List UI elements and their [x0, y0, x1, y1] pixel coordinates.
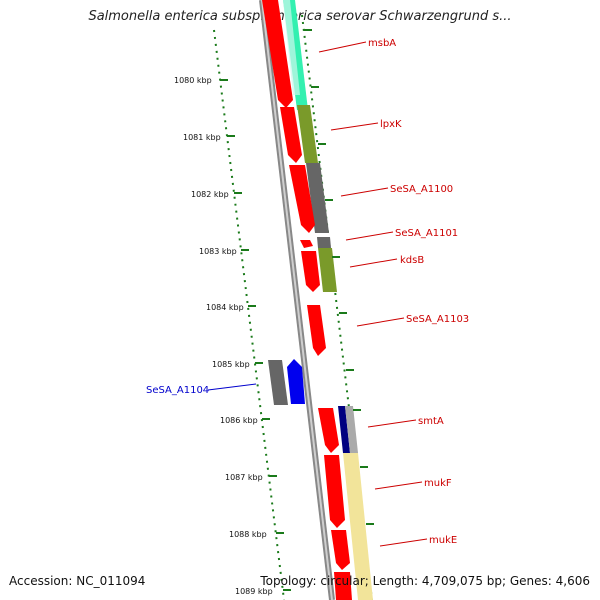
connector-SeSA_A1101 [345, 231, 394, 241]
genome-summary-text: Topology: circular; Length: 4,709,075 bp… [260, 574, 590, 588]
cds-arrow-6 [307, 305, 326, 356]
ruler-label: 1081 kbp [183, 133, 221, 142]
cds-reverse-arrow [287, 359, 305, 404]
ruler-ticks [220, 79, 291, 591]
connector-smtA [367, 419, 417, 428]
cds-arrow-5 [301, 251, 320, 292]
ruler-dotted-line [213, 29, 285, 600]
cog-block-smtA-navy [338, 406, 350, 453]
cog-block-msbA-light [283, 0, 300, 95]
label-connectors [207, 41, 428, 547]
ruler-label: 1088 kbp [229, 530, 267, 539]
cog-block-smtA-gray [345, 406, 358, 453]
gene-label-SeSA_A1101[interactable]: SeSA_A1101 [395, 228, 458, 239]
cds-arrow-9 [331, 530, 350, 570]
connector-mukE [379, 538, 428, 547]
cds-arrow-4 [300, 240, 313, 248]
cog-block-SeSA_A1100 [306, 163, 329, 233]
ruler-label: 1082 kbp [191, 190, 229, 199]
backbone-inner [261, 0, 333, 600]
gene-label-msbA[interactable]: msbA [368, 38, 396, 49]
ruler-label: 1080 kbp [174, 76, 212, 85]
cds-arrow-2 [280, 107, 302, 163]
connector-kdsB [349, 258, 398, 268]
cds-arrow-7 [318, 408, 339, 453]
ruler-label: 1086 kbp [220, 416, 258, 425]
cog-block-SeSA_A1101 [317, 237, 331, 248]
gene-label-lpxK[interactable]: lpxK [380, 119, 402, 130]
map-title: Salmonella enterica subsp. enterica sero… [88, 9, 512, 24]
cds-arrow-8 [324, 455, 345, 528]
cog-block-muk [343, 453, 373, 600]
cds-gray-block-SeSA_A1104 [268, 360, 288, 405]
ruler-label: 1085 kbp [212, 360, 250, 369]
ruler-label: 1084 kbp [206, 303, 244, 312]
cds-arrow-1 [262, 0, 293, 108]
cog-block-lpxK [297, 105, 318, 163]
ruler-label: 1087 kbp [225, 473, 263, 482]
connector-msbA [318, 41, 367, 53]
accession-text: Accession: NC_011094 [9, 574, 146, 588]
gene-label-SeSA_A1103[interactable]: SeSA_A1103 [406, 314, 469, 325]
gene-label-smtA[interactable]: smtA [418, 416, 444, 427]
outer-ticks [304, 29, 374, 525]
gene-label-SeSA_A1100[interactable]: SeSA_A1100 [390, 184, 453, 195]
cds-arrow-3 [289, 165, 315, 233]
gene-label-SeSA_A1104[interactable]: SeSA_A1104 [146, 385, 209, 396]
cds-arrow-10 [334, 572, 352, 600]
connector-lpxK [330, 122, 379, 131]
cog-block-kdsB [318, 248, 337, 292]
ruler-label: 1083 kbp [199, 247, 237, 256]
ruler-label: 1089 kbp [235, 587, 273, 596]
ruler-labels: 1080 kbp 1081 kbp 1082 kbp 1083 kbp 1084… [174, 76, 273, 596]
connector-mukF [374, 481, 423, 490]
gene-label-kdsB[interactable]: kdsB [400, 255, 424, 266]
connector-SeSA_A1103 [356, 317, 405, 327]
connector-SeSA_A1104 [207, 383, 257, 391]
gene-label-mukE[interactable]: mukE [429, 535, 457, 546]
gene-labels: msbA lpxK SeSA_A1100 SeSA_A1101 kdsB SeS… [146, 38, 469, 546]
connector-SeSA_A1100 [340, 187, 389, 197]
gene-label-mukF[interactable]: mukF [424, 478, 452, 489]
